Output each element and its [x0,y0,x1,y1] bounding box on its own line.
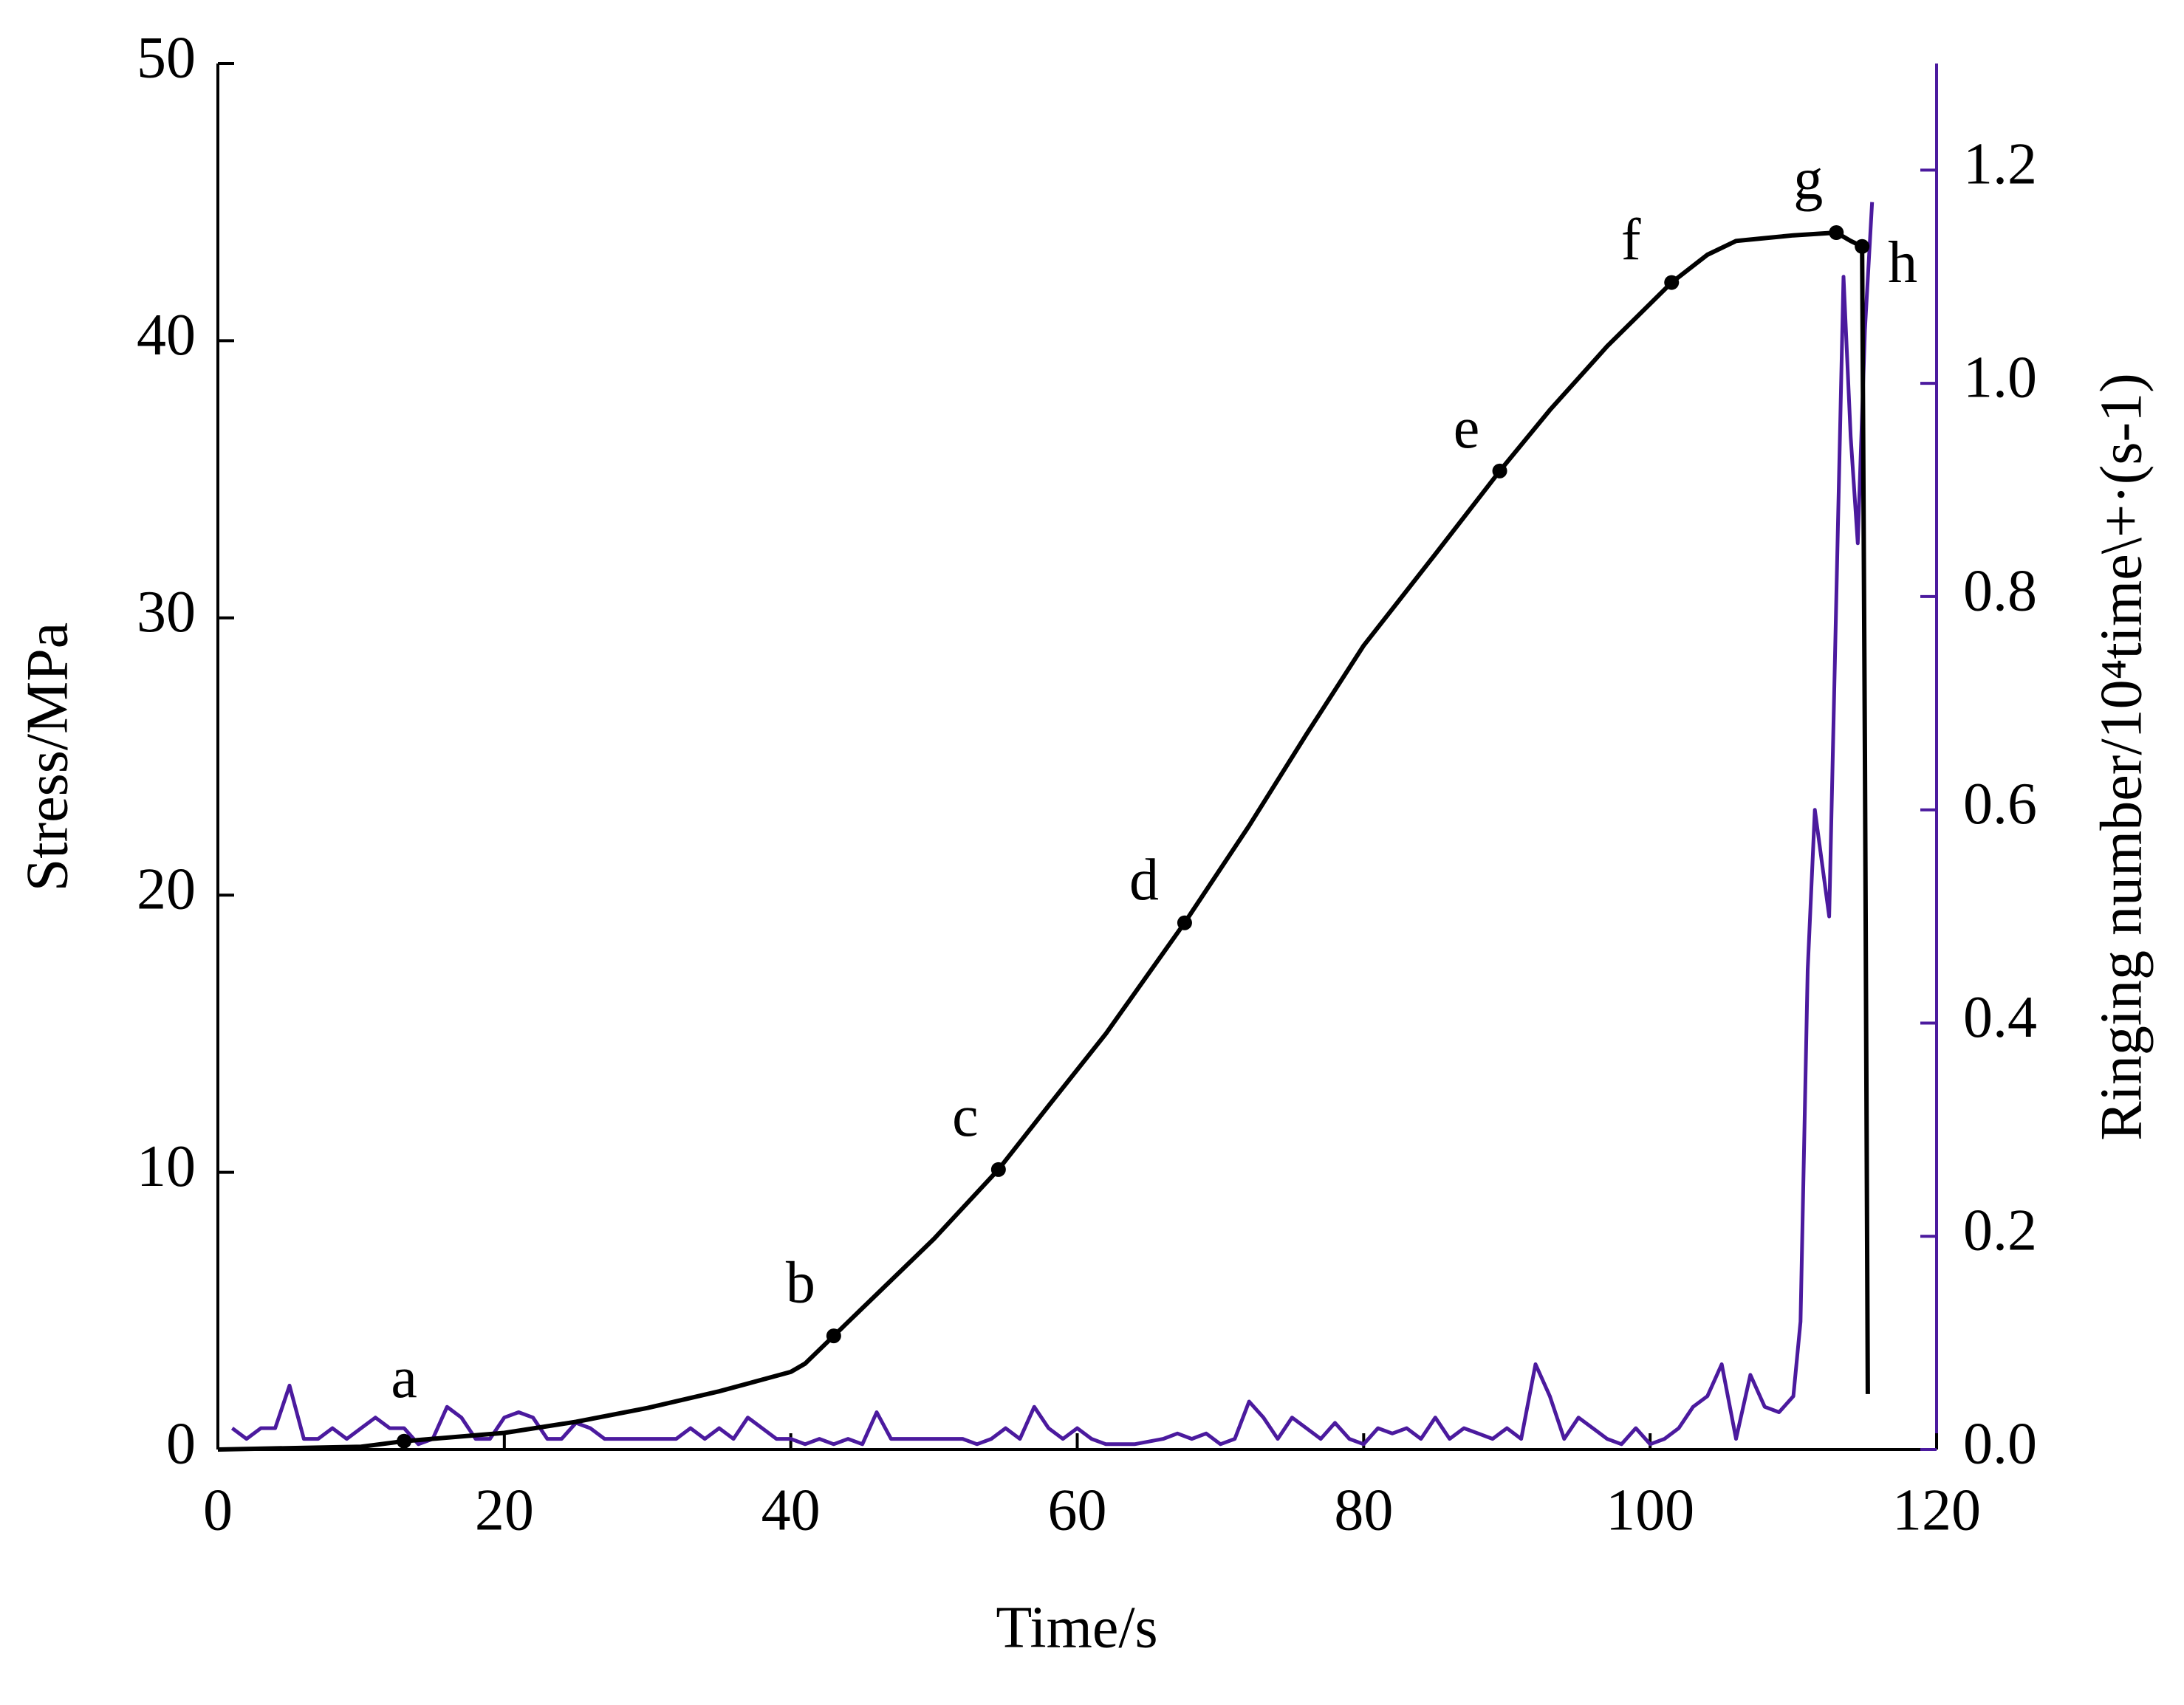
x-tick-label: 0 [203,1478,233,1543]
annotation-point [1177,915,1192,930]
annotation-label: h [1888,230,1917,295]
y-tick-label: 30 [137,580,196,645]
x-tick-label: 80 [1334,1478,1393,1543]
series-line [230,202,1875,1447]
y2-tick-label: 0.8 [1963,558,2037,623]
annotation-point [397,1433,412,1449]
y2-axis-label: Ringing number/10⁴time\+·(s-1) [2089,373,2154,1141]
annotation-point [826,1328,841,1344]
y2-tick-label: 0.6 [1963,772,2037,837]
x-tick-label: 20 [475,1478,534,1543]
y-axis-label: Stress/MPa [15,622,80,892]
x-tick-label: 120 [1892,1478,1981,1543]
annotation-point [1492,463,1507,478]
x-tick-label: 40 [761,1478,821,1543]
annotation-label: b [786,1250,815,1315]
annotation-label: e [1454,396,1480,461]
y2-tick-label: 1.0 [1963,346,2037,411]
y-tick-label: 20 [137,857,196,922]
y2-tick-label: 0.2 [1963,1198,2037,1263]
y-tick-label: 50 [137,25,196,90]
y-tick-label: 40 [137,303,196,368]
x-tick-label: 100 [1606,1478,1694,1543]
annotation-label: c [952,1084,979,1149]
series-line [217,230,1870,1452]
x-tick-label: 60 [1048,1478,1107,1543]
annotation-label: g [1793,147,1823,212]
annotation-point [1829,224,1844,240]
y-tick-label: 10 [137,1134,196,1199]
annotation-label: a [391,1345,417,1410]
annotation-point [1855,239,1870,254]
annotation-label: d [1129,848,1159,913]
x-axis-label: Time/s [996,1595,1157,1660]
y2-tick-label: 0.4 [1963,985,2037,1050]
y-tick-label: 0 [166,1411,196,1476]
y2-tick-label: 0.0 [1963,1411,2037,1476]
annotation-point [1664,275,1680,290]
annotation-point [990,1162,1006,1177]
y2-tick-label: 1.2 [1963,132,2037,197]
annotation-label: f [1621,207,1641,272]
